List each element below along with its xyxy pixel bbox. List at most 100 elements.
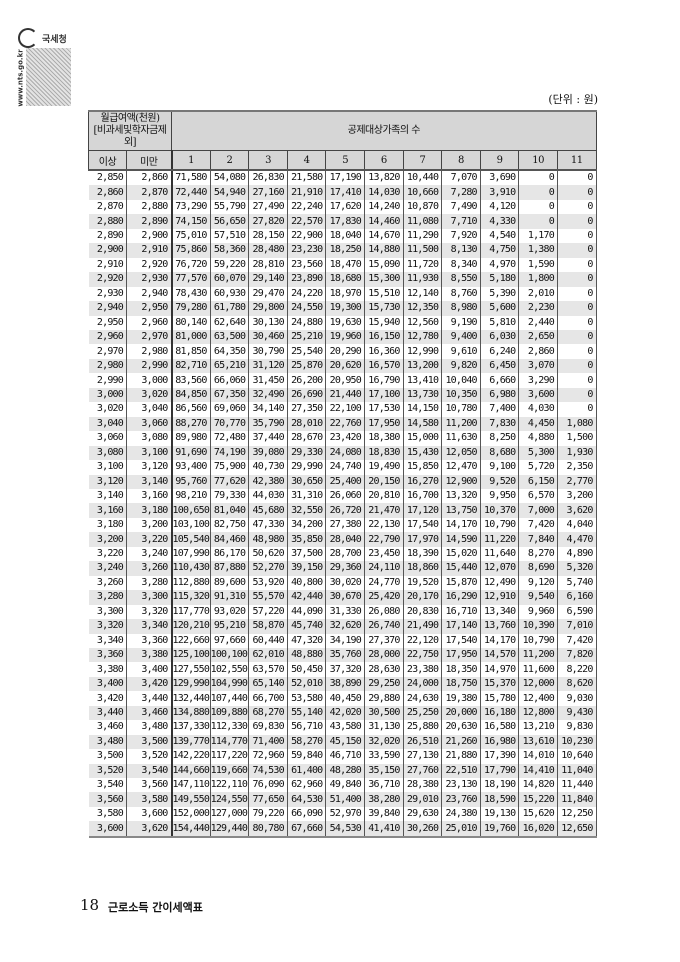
family-count-col-header: 2 [209, 150, 250, 171]
max-header: 미만 [125, 150, 173, 171]
tax-amount-cell: 6,240 [479, 344, 520, 359]
tax-amount-cell: 10,790 [479, 517, 520, 533]
tax-amount-cell: 14,670 [363, 228, 404, 244]
table-row: 3,340 3,360 122,660 97,660 60,440 47,320 34,19… [88, 633, 597, 648]
tax-amount-cell: 95,760 [171, 474, 211, 489]
salary-max-cell: 3,460 [125, 705, 173, 721]
salary-max-cell: 3,180 [125, 503, 173, 518]
table-row: 3,440 3,460 134,880 109,880 68,270 55,140 42,0… [88, 705, 597, 721]
tax-amount-cell: 29,990 [286, 460, 327, 475]
tax-amount-cell: 127,000 [209, 806, 250, 822]
tax-amount-cell: 18,250 [325, 243, 365, 258]
tax-amount-cell: 11,930 [402, 272, 443, 287]
tax-amount-cell: 117,770 [171, 604, 211, 620]
tax-amount-cell: 27,380 [325, 517, 365, 533]
tax-amount-cell: 24,550 [286, 301, 327, 316]
tax-amount-cell: 137,330 [171, 720, 211, 735]
table-row: 3,460 3,480 137,330 112,330 69,830 56,710 43,5… [88, 720, 597, 735]
tax-amount-cell: 79,280 [171, 301, 211, 316]
family-count-col-header: 5 [325, 150, 365, 171]
tax-amount-cell: 15,620 [518, 806, 558, 822]
tax-amount-cell: 4,890 [556, 546, 597, 562]
tax-amount-cell: 52,010 [286, 676, 327, 692]
tax-amount-cell: 11,040 [556, 763, 597, 779]
tax-amount-cell: 13,610 [518, 734, 558, 750]
salary-min-cell: 2,990 [88, 373, 127, 388]
tax-amount-cell: 62,010 [248, 647, 288, 663]
tax-amount-cell: 6,450 [479, 358, 520, 374]
tax-amount-cell: 109,880 [209, 705, 250, 721]
tax-amount-cell: 32,490 [248, 387, 288, 403]
tax-amount-cell: 11,290 [402, 228, 443, 244]
tax-amount-cell: 17,950 [363, 416, 404, 432]
tax-amount-cell: 17,140 [441, 619, 481, 634]
salary-min-cell: 3,280 [88, 590, 127, 605]
tax-amount-cell: 9,190 [441, 315, 481, 330]
tax-amount-cell: 83,560 [171, 373, 211, 388]
tax-amount-cell: 28,700 [325, 546, 365, 562]
tax-amount-cell: 23,450 [363, 546, 404, 562]
tax-amount-cell: 5,810 [479, 315, 520, 330]
table-row: 3,160 3,180 100,650 81,040 45,680 32,550 26,72… [88, 503, 597, 518]
tax-amount-cell: 29,800 [248, 301, 288, 316]
tax-amount-cell: 17,790 [479, 763, 520, 779]
salary-min-cell: 2,920 [88, 272, 127, 287]
salary-min-cell: 2,970 [88, 344, 127, 359]
tax-amount-cell: 27,130 [402, 749, 443, 764]
tax-amount-cell: 22,100 [325, 402, 365, 417]
tax-amount-cell: 22,240 [286, 199, 327, 215]
tax-amount-cell: 75,900 [209, 460, 250, 475]
tax-amount-cell: 80,780 [248, 821, 288, 838]
salary-min-cell: 3,340 [88, 633, 127, 648]
tax-amount-cell: 125,100 [171, 647, 211, 663]
tax-amount-cell: 9,950 [479, 488, 520, 504]
tax-amount-cell: 18,190 [479, 778, 520, 793]
tax-amount-cell: 0 [556, 199, 597, 215]
tax-amount-cell: 21,880 [441, 749, 481, 764]
tax-amount-cell: 2,770 [556, 474, 597, 489]
tax-amount-cell: 3,620 [556, 503, 597, 518]
tax-amount-cell: 21,440 [325, 387, 365, 403]
tax-amount-cell: 67,350 [209, 387, 250, 403]
tax-amount-cell: 1,930 [556, 445, 597, 461]
salary-max-cell: 3,160 [125, 488, 173, 504]
salary-max-cell: 3,040 [125, 402, 173, 417]
tax-amount-cell: 3,070 [518, 358, 558, 374]
tax-amount-cell: 134,880 [171, 705, 211, 721]
tax-amount-cell: 30,130 [248, 315, 288, 330]
salary-min-cell: 3,060 [88, 431, 127, 446]
tax-amount-cell: 26,060 [325, 488, 365, 504]
tax-amount-cell: 100,650 [171, 503, 211, 518]
tax-amount-cell: 95,210 [209, 619, 250, 634]
salary-min-cell: 3,400 [88, 676, 127, 692]
tax-amount-cell: 45,740 [286, 619, 327, 634]
table-row: 2,920 2,930 77,570 60,070 29,140 23,890 18,680… [88, 272, 597, 287]
tax-amount-cell: 5,390 [479, 286, 520, 302]
tax-amount-cell: 93,020 [209, 604, 250, 620]
salary-min-cell: 3,480 [88, 734, 127, 750]
tax-amount-cell: 10,370 [479, 503, 520, 518]
tax-amount-cell: 110,430 [171, 561, 211, 576]
tax-amount-cell: 12,990 [402, 344, 443, 359]
tax-amount-cell: 0 [518, 214, 558, 229]
salary-min-cell: 3,160 [88, 503, 127, 518]
tax-amount-cell: 29,880 [363, 691, 404, 706]
tax-amount-cell: 8,760 [441, 286, 481, 302]
salary-min-cell: 2,930 [88, 286, 127, 302]
salary-min-cell: 2,940 [88, 301, 127, 316]
salary-max-cell: 3,500 [125, 734, 173, 750]
tax-amount-cell: 24,380 [441, 806, 481, 822]
tax-amount-cell: 9,610 [441, 344, 481, 359]
tax-amount-cell: 14,410 [518, 763, 558, 779]
tax-amount-cell: 14,590 [441, 532, 481, 547]
tax-amount-cell: 6,980 [479, 387, 520, 403]
salary-min-cell: 3,460 [88, 720, 127, 735]
tax-amount-cell: 14,030 [363, 185, 404, 200]
tax-amount-cell: 72,440 [171, 185, 211, 200]
tax-amount-cell: 6,570 [518, 488, 558, 504]
tax-amount-cell: 6,030 [479, 329, 520, 345]
table-row: 3,000 3,020 84,850 67,350 32,490 26,690 21,440… [88, 387, 597, 403]
tax-amount-cell: 18,970 [325, 286, 365, 302]
salary-max-cell: 2,950 [125, 301, 173, 316]
